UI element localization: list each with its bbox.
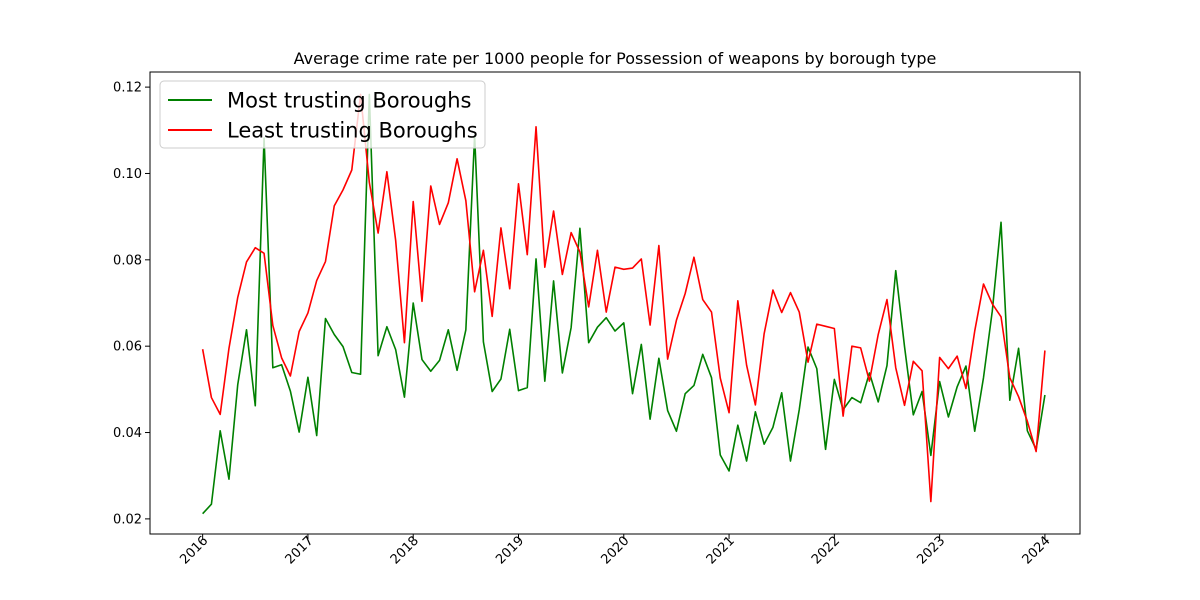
y-tick-label: 0.10: [113, 167, 142, 182]
legend-label-0: Most trusting Boroughs: [227, 89, 471, 113]
y-tick-label: 0.08: [113, 253, 142, 268]
plot-area: [150, 72, 1080, 534]
legend-box: [159, 80, 486, 149]
legend-label-1: Least trusting Boroughs: [227, 119, 478, 143]
legend: Most trusting Boroughs Least trusting Bor…: [159, 80, 486, 149]
y-tick-label: 0.04: [113, 426, 142, 441]
y-tick-label: 0.12: [113, 81, 142, 96]
y-tick-label: 0.06: [113, 340, 142, 355]
y-tick-label: 0.02: [113, 512, 142, 527]
y-axis: 0.02 0.04 0.06 0.08 0.10 0.12: [113, 81, 150, 527]
plot-frame: [149, 71, 1081, 535]
series-line-0: [202, 93, 1046, 515]
chart-title: Average crime rate per 1000 people for P…: [294, 49, 937, 68]
series-line-1: [201, 93, 1046, 503]
series-layer: [201, 93, 1046, 515]
